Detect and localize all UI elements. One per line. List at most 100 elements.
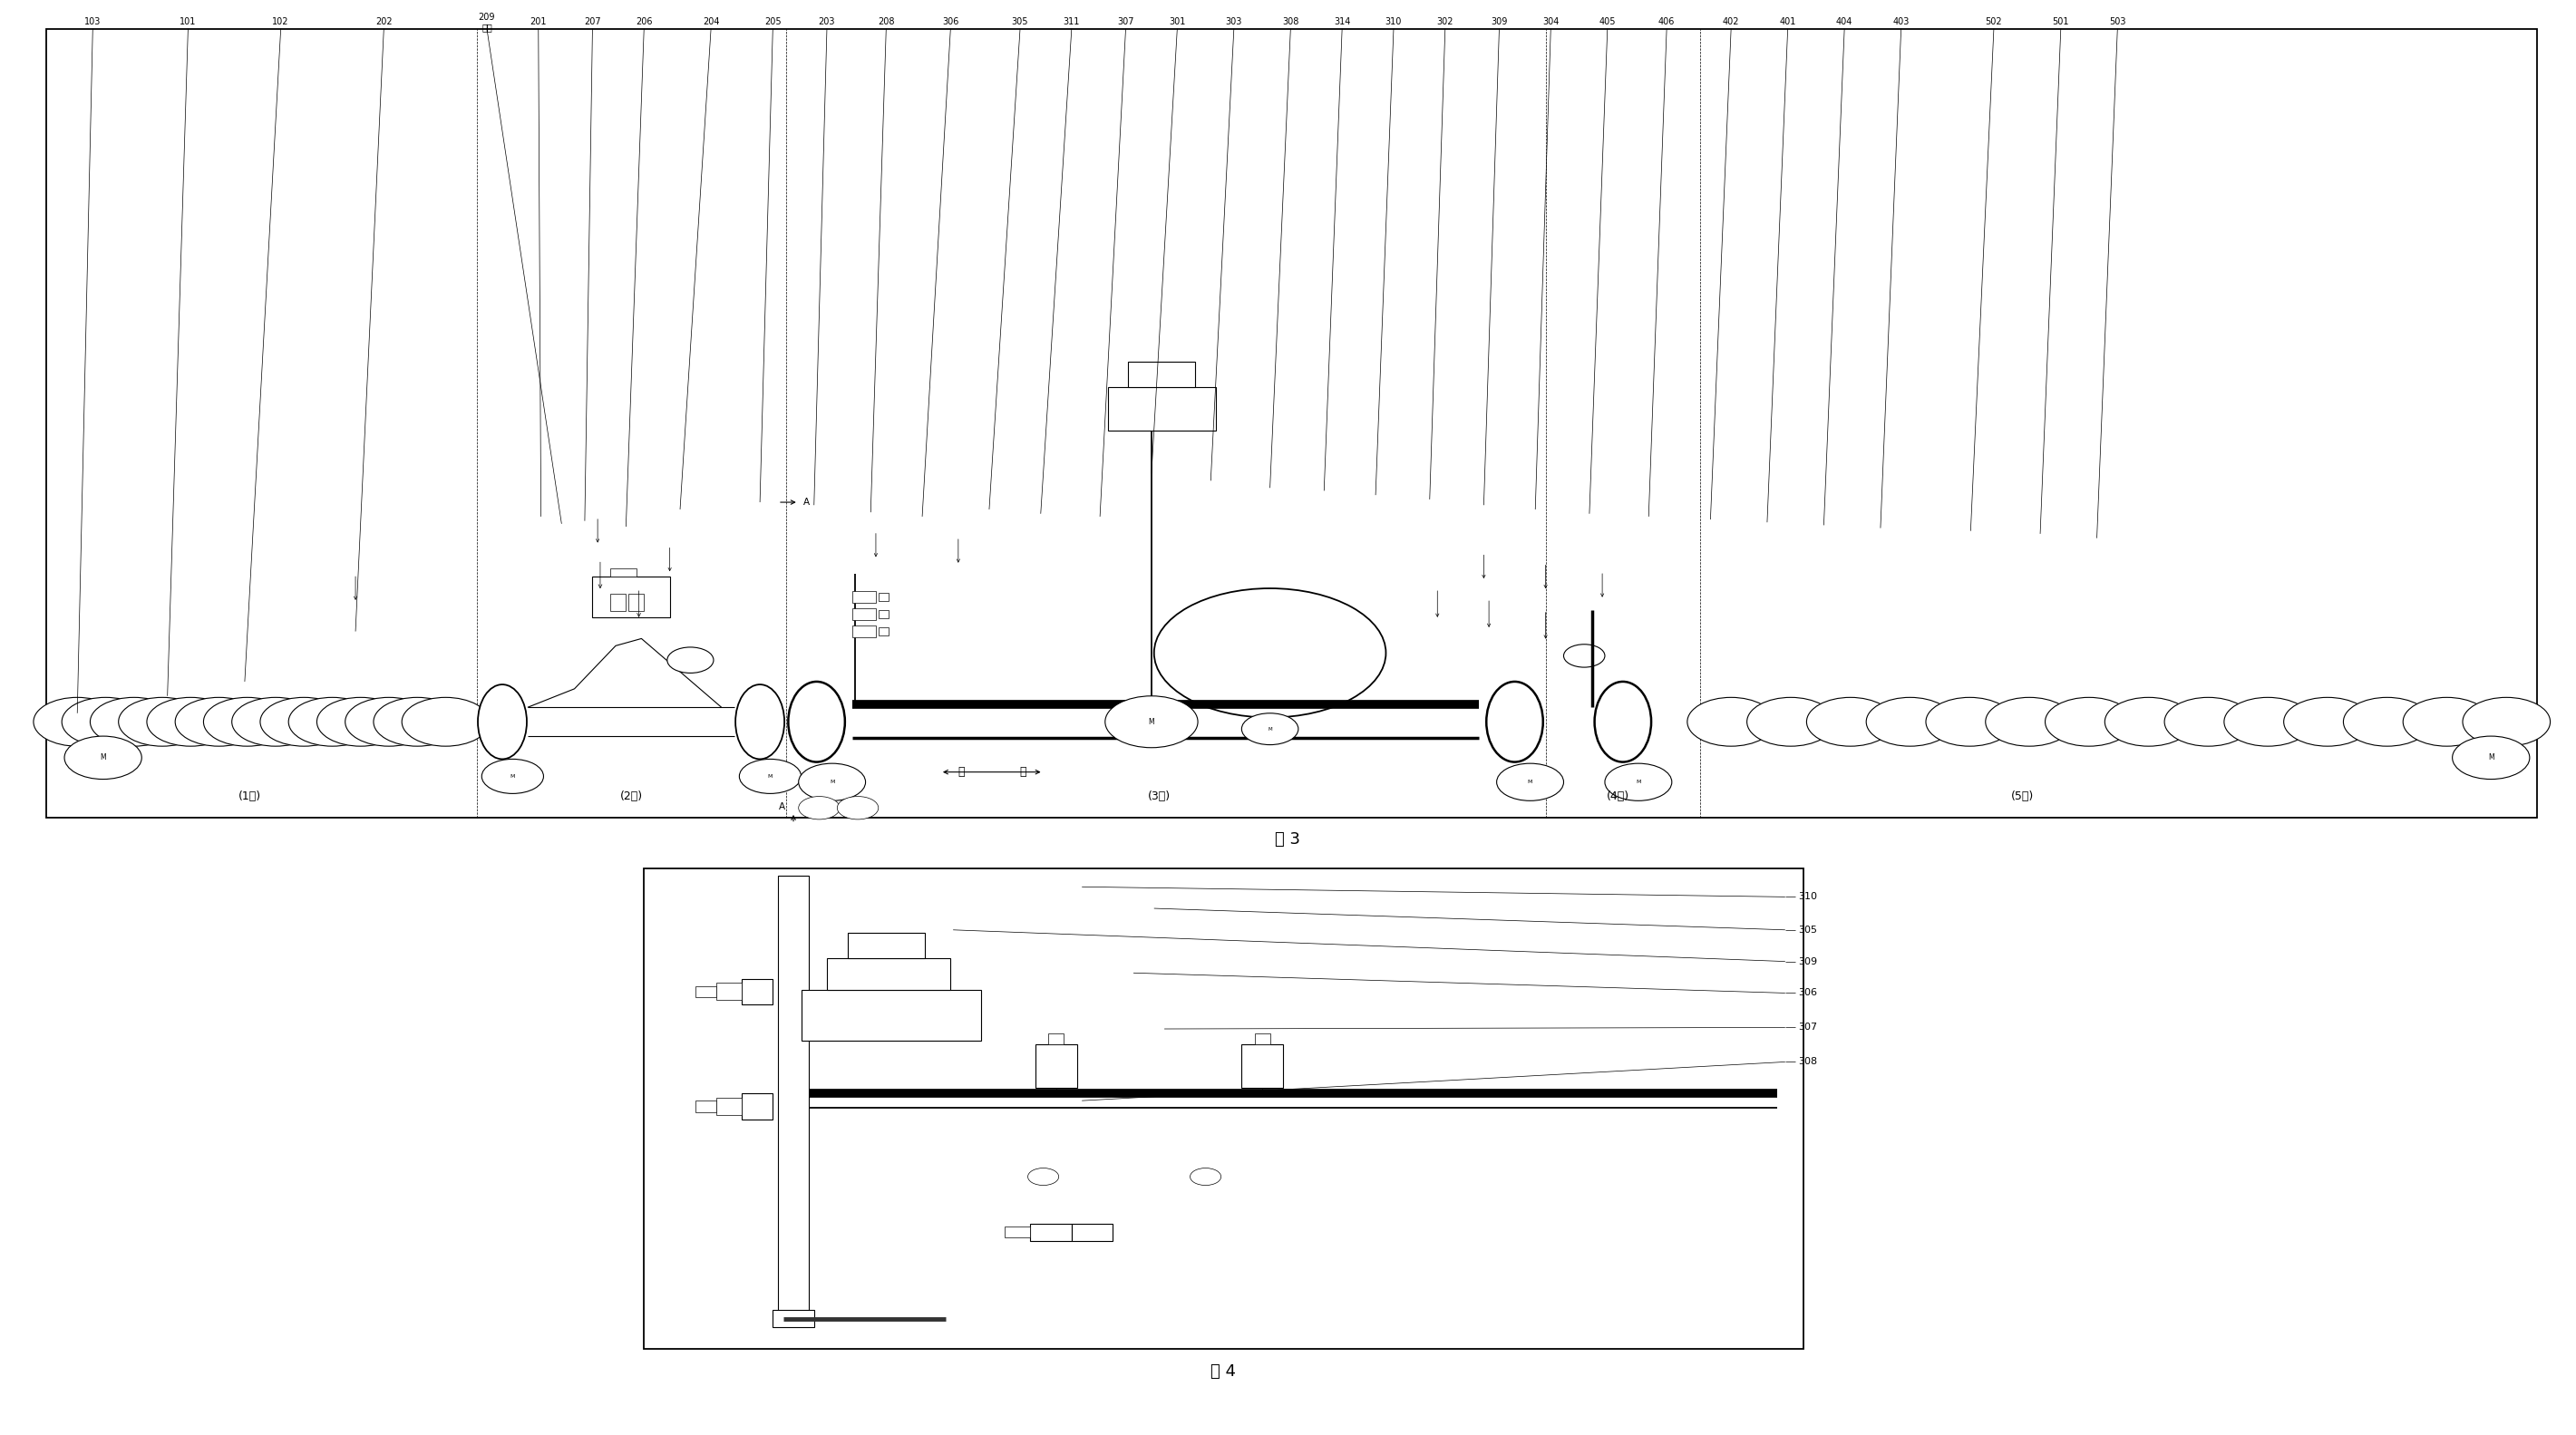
Bar — [778, 875, 809, 1316]
Text: 203: 203 — [819, 17, 835, 26]
Bar — [716, 1098, 742, 1115]
Bar — [716, 983, 742, 1000]
Text: M: M — [1267, 726, 1273, 732]
Bar — [1030, 1224, 1072, 1241]
Circle shape — [2223, 697, 2311, 746]
Text: 207: 207 — [585, 17, 600, 26]
Text: (1区): (1区) — [240, 791, 260, 802]
Circle shape — [1605, 763, 1672, 801]
Bar — [696, 1101, 716, 1112]
Circle shape — [1564, 644, 1605, 667]
Circle shape — [1105, 696, 1198, 748]
Bar — [742, 1093, 773, 1119]
Circle shape — [1687, 697, 1775, 746]
Circle shape — [2344, 697, 2432, 746]
Circle shape — [1747, 697, 1834, 746]
Circle shape — [289, 697, 376, 746]
Text: (3区): (3区) — [1149, 791, 1170, 802]
Bar — [1036, 1045, 1077, 1088]
Text: 304: 304 — [1543, 17, 1558, 26]
Text: 202: 202 — [376, 17, 392, 26]
Circle shape — [1190, 1168, 1221, 1185]
Bar — [878, 593, 889, 601]
Circle shape — [2463, 697, 2550, 746]
Bar — [696, 986, 716, 997]
Circle shape — [33, 697, 121, 746]
Text: M: M — [1636, 779, 1641, 785]
Circle shape — [204, 697, 291, 746]
Circle shape — [2285, 697, 2372, 746]
Circle shape — [374, 697, 461, 746]
Circle shape — [837, 796, 878, 819]
Text: 308: 308 — [1283, 17, 1298, 26]
Text: 209: 209 — [479, 13, 495, 22]
Text: 306: 306 — [1798, 989, 1816, 997]
Text: 310: 310 — [1798, 893, 1816, 901]
Circle shape — [739, 759, 801, 794]
Circle shape — [799, 796, 840, 819]
Text: 后: 后 — [958, 766, 963, 778]
Text: 310: 310 — [1386, 17, 1401, 26]
Bar — [878, 627, 889, 636]
Bar — [1108, 387, 1216, 430]
Text: 405: 405 — [1600, 17, 1615, 26]
Circle shape — [1986, 697, 2074, 746]
Circle shape — [1242, 713, 1298, 745]
Text: 503: 503 — [2110, 17, 2125, 26]
Text: 101: 101 — [180, 17, 196, 26]
Ellipse shape — [1595, 682, 1651, 762]
Text: M: M — [829, 779, 835, 785]
Text: 402: 402 — [1723, 17, 1739, 26]
Circle shape — [799, 763, 866, 801]
Text: 308: 308 — [1798, 1058, 1816, 1066]
Circle shape — [90, 697, 178, 746]
Bar — [611, 568, 636, 577]
Text: 气缸: 气缸 — [482, 23, 492, 32]
Text: (5区): (5区) — [2012, 791, 2032, 802]
Bar — [848, 933, 925, 959]
Text: 301: 301 — [1170, 17, 1185, 26]
Text: M: M — [100, 753, 106, 762]
Circle shape — [1927, 697, 2014, 746]
Text: 306: 306 — [943, 17, 958, 26]
Text: A: A — [804, 498, 811, 507]
Text: M: M — [1149, 718, 1154, 726]
Bar — [827, 959, 951, 990]
Circle shape — [2452, 736, 2530, 779]
Circle shape — [2403, 697, 2491, 746]
Ellipse shape — [788, 682, 845, 762]
Bar — [1072, 1224, 1113, 1241]
Text: M: M — [1528, 779, 1533, 785]
Circle shape — [1865, 697, 1953, 746]
Circle shape — [317, 697, 404, 746]
Bar — [878, 610, 889, 618]
Bar — [1048, 1033, 1064, 1045]
Ellipse shape — [479, 684, 528, 759]
Text: (4区): (4区) — [1607, 791, 1628, 802]
Text: 307: 307 — [1798, 1023, 1816, 1032]
Text: 303: 303 — [1226, 17, 1242, 26]
Circle shape — [1028, 1168, 1059, 1185]
Text: 403: 403 — [1893, 17, 1909, 26]
Bar — [1255, 1033, 1270, 1045]
Text: 305: 305 — [1798, 926, 1816, 934]
Circle shape — [345, 697, 433, 746]
Text: 501: 501 — [2053, 17, 2069, 26]
Polygon shape — [680, 581, 711, 600]
Ellipse shape — [1486, 682, 1543, 762]
Text: 401: 401 — [1780, 17, 1795, 26]
Ellipse shape — [737, 684, 783, 759]
Text: 102: 102 — [273, 17, 289, 26]
Text: 311: 311 — [1064, 17, 1079, 26]
Text: 图 3: 图 3 — [1275, 831, 1301, 848]
Circle shape — [402, 697, 489, 746]
Circle shape — [232, 697, 319, 746]
Circle shape — [1806, 697, 1893, 746]
Text: 314: 314 — [1334, 17, 1350, 26]
Text: M: M — [768, 773, 773, 779]
Text: 309: 309 — [1492, 17, 1507, 26]
Bar — [801, 990, 981, 1040]
Bar — [1242, 1045, 1283, 1088]
Text: 208: 208 — [878, 17, 894, 26]
Text: A: A — [778, 802, 786, 811]
